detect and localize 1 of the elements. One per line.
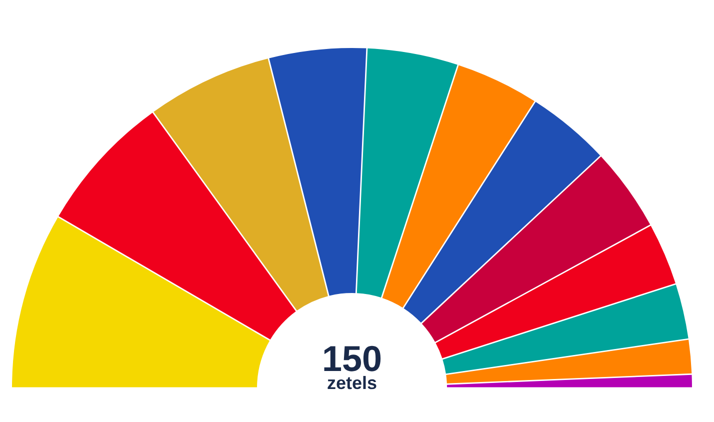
text: zetels (326, 373, 378, 393)
